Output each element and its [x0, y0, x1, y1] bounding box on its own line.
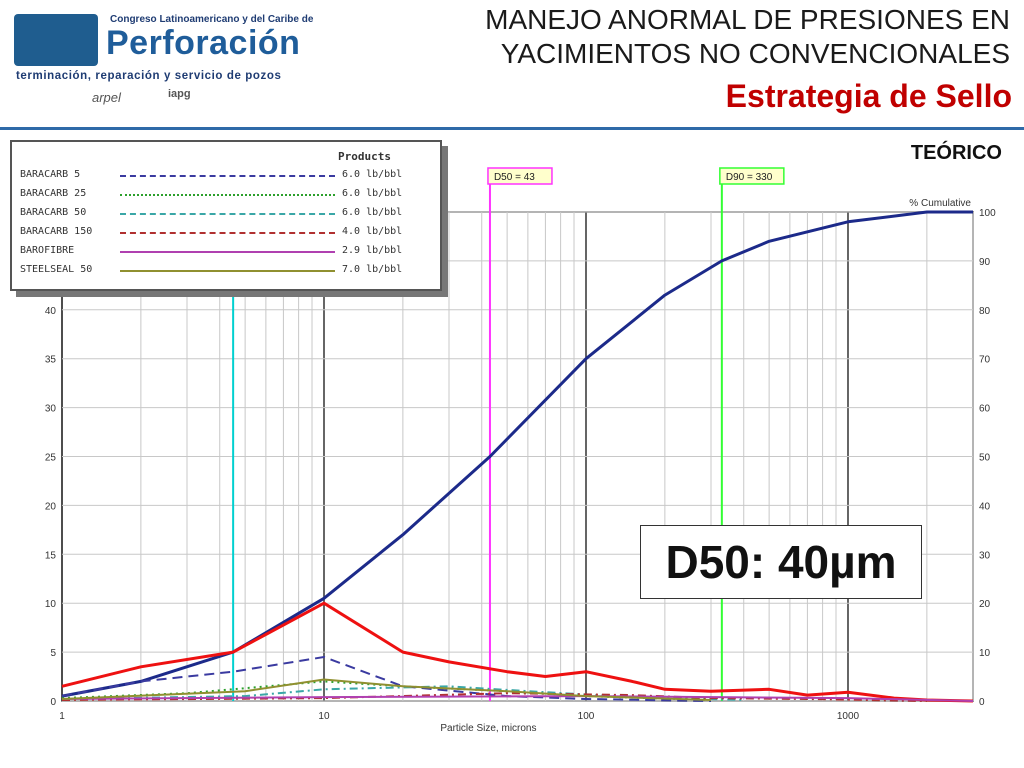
- y-tick-label: 15: [45, 550, 57, 561]
- x-tick-label: 100: [578, 711, 595, 722]
- y-tick-label: 35: [45, 355, 57, 366]
- y-tick-label: 0: [50, 697, 56, 708]
- legend-entry-amount: 2.9 lb/bbl: [342, 245, 403, 256]
- particle-size-chart: 0 5 10 15 20 25 30 35 40 0 10 20 30 40 50 60 70 80 90 100 1 1…: [45, 167, 996, 734]
- legend-entry-amount: 6.0 lb/bbl: [342, 207, 403, 218]
- legend-entry-name: BARACARB 150: [20, 226, 93, 237]
- marker-label-box: [487, 167, 553, 185]
- legend-entry-name: BARACARB 25: [20, 188, 87, 199]
- theoretical-tag: TEÓRICO: [910, 142, 1002, 164]
- y2-axis-label: % Cumulative: [909, 198, 971, 209]
- title-line-2: YACIMIENTOS NO CONVENCIONALES: [500, 38, 1010, 69]
- legend-entry-amount: 6.0 lb/bbl: [342, 188, 403, 199]
- legend-entry-amount: 7.0 lb/bbl: [342, 264, 403, 275]
- legend-entry-swatch: [120, 194, 335, 196]
- y-tick-label: 20: [45, 501, 57, 512]
- y2-tick-label: 0: [979, 697, 985, 708]
- y2-tick-label: 30: [979, 550, 991, 561]
- d50-badge: D50: 40µm: [640, 525, 922, 599]
- oil-rig-logo-icon: [14, 14, 98, 66]
- slide-subtitle: Estrategia de Sello: [725, 78, 1012, 114]
- legend-entry-swatch: [120, 251, 335, 253]
- series-line: [61, 692, 927, 702]
- y2-tick-label: 20: [979, 599, 991, 610]
- legend-header: Products: [338, 150, 391, 163]
- x-tick-label: 1: [59, 711, 65, 722]
- x-axis-label: Particle Size, microns: [440, 723, 536, 734]
- header-rule: [0, 127, 1024, 130]
- congress-logo: Congreso Latinoamericano y del Caribe de…: [14, 10, 334, 82]
- y-tick-label: 10: [45, 599, 57, 610]
- x-tick-label: 1000: [837, 711, 860, 722]
- y-tick-label: 30: [45, 404, 57, 415]
- series-line: [61, 601, 974, 703]
- title-line-1: MANEJO ANORMAL DE PRESIONES EN: [485, 4, 1010, 35]
- legend-entry: BARACARB 5 6.0 lb/bbl: [20, 168, 432, 184]
- chart-legend: Products BARACARB 5 6.0 lb/bbl BARACARB 25…: [10, 140, 442, 291]
- marker-label: D90 = 330: [726, 172, 773, 183]
- series-line: [61, 678, 712, 701]
- legend-entry-name: BARACARB 50: [20, 207, 87, 218]
- legend-entry-amount: 6.0 lb/bbl: [342, 169, 403, 180]
- series-line: [61, 656, 712, 702]
- y-tick-label: 5: [50, 648, 56, 659]
- y2-tick-label: 90: [979, 257, 991, 268]
- arpel-logo: arpel: [92, 90, 121, 105]
- legend-entry-swatch: [120, 175, 335, 177]
- y2-tick-label: 100: [979, 208, 996, 219]
- x-tick-label: 10: [318, 711, 330, 722]
- y-tick-label: 40: [45, 306, 57, 317]
- marker-label-box: [719, 167, 785, 185]
- legend-entry: BARACARB 25 6.0 lb/bbl: [20, 187, 432, 203]
- logo-big-text: Perforación: [106, 24, 301, 62]
- legend-entry: BARACARB 50 6.0 lb/bbl: [20, 206, 432, 222]
- y2-tick-label: 40: [979, 501, 991, 512]
- legend-entry: STEELSEAL 50 7.0 lb/bbl: [20, 263, 432, 279]
- logo-sub-text: terminación, reparación y servicio de po…: [16, 70, 282, 82]
- y2-tick-label: 60: [979, 404, 991, 415]
- legend-entry-swatch: [120, 213, 335, 215]
- marker-label: D50 = 43: [494, 172, 535, 183]
- legend-entry-name: BAROFIBRE: [20, 245, 75, 256]
- y2-tick-label: 80: [979, 306, 991, 317]
- legend-entry: BARACARB 150 4.0 lb/bbl: [20, 225, 432, 241]
- y2-tick-label: 50: [979, 453, 991, 464]
- legend-entry-amount: 4.0 lb/bbl: [342, 226, 403, 237]
- legend-entry-name: BARACARB 5: [20, 169, 81, 180]
- legend-entry-name: STEELSEAL 50: [20, 264, 93, 275]
- legend-entry: BAROFIBRE 2.9 lb/bbl: [20, 244, 432, 260]
- slide-header: Congreso Latinoamericano y del Caribe de…: [0, 0, 1024, 128]
- y2-tick-label: 70: [979, 355, 991, 366]
- iapg-logo: iapg: [168, 88, 191, 100]
- legend-entry-swatch: [120, 270, 335, 272]
- y-tick-label: 25: [45, 453, 57, 464]
- y2-tick-label: 10: [979, 648, 991, 659]
- logo-small-text: Congreso Latinoamericano y del Caribe de: [110, 14, 314, 25]
- legend-entry-swatch: [120, 232, 335, 234]
